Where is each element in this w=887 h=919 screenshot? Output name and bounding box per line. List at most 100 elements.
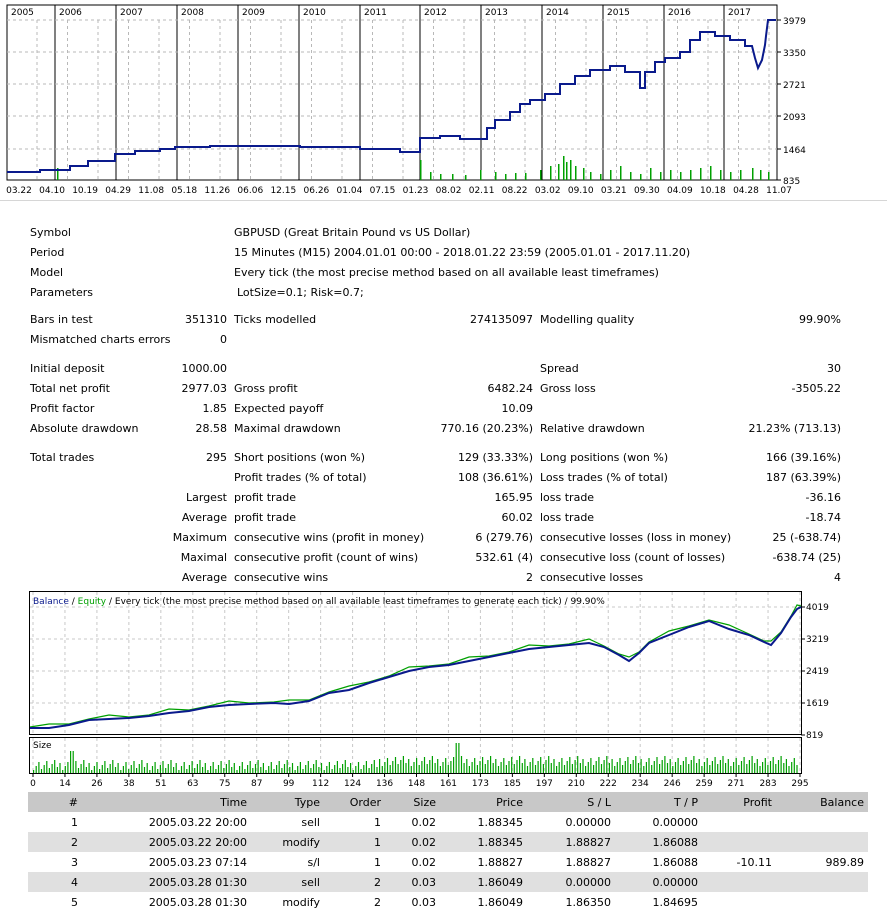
short-positions-value: 129 (33.33%) <box>457 451 533 464</box>
largest-profit-value: 165.95 <box>494 491 534 504</box>
size-bar <box>656 757 658 773</box>
year-label: 2007 <box>120 8 143 18</box>
largest-loss-value: -36.16 <box>805 491 841 504</box>
size-bar <box>785 759 787 773</box>
table-row[interactable]: 3 2005.03.23 07:14 s/l 1 0.02 1.88827 1.88827 1… <box>28 852 868 872</box>
size-bar <box>104 761 106 773</box>
table-cell: 1.86350 <box>565 895 612 909</box>
size-bar <box>183 762 185 773</box>
size-bar <box>484 764 486 773</box>
size-bar <box>727 759 729 773</box>
table-row[interactable]: 5 2005.03.28 01:30 modify 2 0.03 1.86049 1.863… <box>28 892 868 912</box>
col-header[interactable]: S / L <box>527 792 615 812</box>
size-bar <box>471 762 473 773</box>
table-cell: sell <box>301 815 320 829</box>
size-bar <box>268 766 270 773</box>
x-tick-label: 234 <box>632 779 649 789</box>
size-bar <box>247 765 249 773</box>
size-bar <box>500 762 502 773</box>
size-bar <box>622 765 624 773</box>
table-row[interactable]: 2 2005.03.22 20:00 modify 1 0.02 1.88345 1.888… <box>28 832 868 852</box>
size-bar <box>70 751 72 773</box>
col-header[interactable]: # <box>28 792 82 812</box>
size-bar <box>569 757 571 773</box>
quality-label: Modelling quality <box>540 313 635 326</box>
largest-profit-label: profit trade <box>234 491 297 504</box>
col-header[interactable]: Order <box>324 792 385 812</box>
size-bar <box>196 764 198 773</box>
table-cell <box>776 812 868 832</box>
year-label: 2012 <box>424 8 447 18</box>
size-bar <box>186 769 188 773</box>
table-cell: 0.00000 <box>527 872 615 892</box>
size-bar <box>141 760 143 773</box>
size-bar <box>223 768 225 773</box>
size-bar <box>254 764 257 773</box>
volume-bar <box>700 168 702 180</box>
size-bar <box>698 759 700 773</box>
year-label: 2008 <box>181 8 204 18</box>
size-bar <box>659 764 661 773</box>
table-cell: 989.89 <box>825 855 865 869</box>
x-tick-label: 0 <box>30 779 36 789</box>
balance-line <box>7 19 776 173</box>
x-tick-label: 283 <box>759 779 776 789</box>
size-bar <box>777 760 780 773</box>
size-bar <box>725 763 727 773</box>
gross-loss-value: -3505.22 <box>791 382 841 395</box>
long-positions-value: 166 (39.16%) <box>765 451 841 464</box>
max-drawdown-value: 770.16 (20.23%) <box>440 422 533 435</box>
size-bar <box>764 758 766 773</box>
x-tick-label: 02.11 <box>469 186 495 196</box>
col-header[interactable]: Type <box>251 792 324 812</box>
size-bar <box>590 758 592 773</box>
size-bar <box>352 770 354 773</box>
size-bar <box>439 766 441 773</box>
table-cell: 1.86088 <box>615 832 702 852</box>
col-header[interactable]: Size <box>385 792 440 812</box>
size-bar <box>476 765 478 773</box>
x-tick-label: 03.21 <box>601 186 627 196</box>
size-bar <box>437 759 439 773</box>
size-bar <box>339 768 341 773</box>
bars-value: 351310 <box>185 313 227 326</box>
volume-bar <box>575 166 577 180</box>
col-header[interactable]: T / P <box>615 792 702 812</box>
size-bar <box>561 758 563 773</box>
size-bar <box>556 766 558 773</box>
col-header[interactable]: Balance <box>776 792 868 812</box>
size-bar <box>783 763 785 773</box>
size-bar <box>270 762 272 773</box>
y-tick-label: 4019 <box>806 603 829 613</box>
size-bar <box>117 763 119 773</box>
size-bar <box>701 766 703 773</box>
volume-bar <box>650 168 652 180</box>
table-row[interactable]: 4 2005.03.28 01:30 sell 2 0.03 1.86049 0.00000… <box>28 872 868 892</box>
x-tick-label: 04.28 <box>733 186 759 196</box>
table-row[interactable]: 1 2005.03.22 20:00 sell 1 0.02 1.88345 0.00000… <box>28 812 868 832</box>
x-tick-label: 259 <box>696 779 713 789</box>
year-label: 2016 <box>668 8 691 18</box>
col-header[interactable]: Profit <box>702 792 776 812</box>
table-cell: modify <box>282 895 320 909</box>
size-bar <box>315 760 317 773</box>
x-tick-label: 08.02 <box>436 186 462 196</box>
volume-bar <box>720 170 722 180</box>
period-label: Period <box>30 246 65 259</box>
maximal-label: Maximal <box>180 551 227 564</box>
legend-equity: Equity <box>78 597 107 607</box>
size-bar <box>627 757 629 773</box>
loss-trades-value: 187 (63.39%) <box>765 471 841 484</box>
size-bar <box>101 765 103 773</box>
size-bar <box>188 765 190 773</box>
volume-bar <box>570 160 572 180</box>
x-tick-label: 09.30 <box>634 186 660 196</box>
col-header[interactable]: Time <box>82 792 251 812</box>
size-bar <box>59 763 61 773</box>
col-header[interactable]: Price <box>440 792 527 812</box>
size-bar <box>336 761 338 773</box>
size-bar <box>418 765 420 773</box>
symbol-value: GBPUSD (Great Britain Pound vs US Dollar… <box>234 226 471 239</box>
table-cell: 2 <box>28 832 82 852</box>
size-bar <box>157 769 159 773</box>
